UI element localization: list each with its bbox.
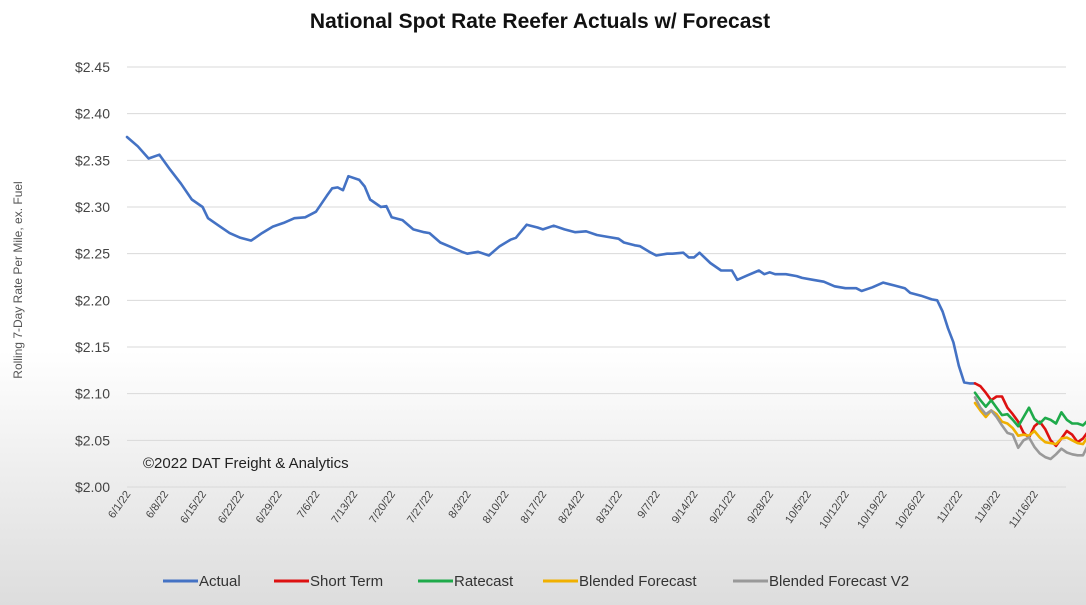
y-tick-labels: $2.00 $2.05 $2.10 $2.15 $2.20 $2.25 $2.30 $2.35… [75, 59, 110, 495]
copyright-annotation: ©2022 DAT Freight & Analytics [143, 455, 349, 472]
y-tick-label: $2.20 [75, 292, 110, 308]
x-tick-label: 11/2/22 [935, 489, 965, 525]
x-tick-label: 6/29/22 [254, 489, 285, 526]
x-tick-label: 8/10/22 [481, 489, 512, 526]
x-tick-label: 6/22/22 [216, 489, 247, 526]
x-tick-label: 8/17/22 [518, 489, 549, 526]
legend: Actual Short Term Ratecast Blended Forecast… [163, 573, 909, 590]
y-axis-label: Rolling 7-Day Rate Per Mile, ex. Fuel [11, 181, 25, 378]
series-line-short-term [973, 382, 1086, 448]
y-tick-label: $2.15 [75, 339, 110, 355]
x-tick-label: 9/28/22 [745, 489, 776, 526]
x-tick-label: 10/12/22 [817, 489, 851, 531]
x-tick-label: 7/13/22 [329, 489, 360, 526]
chart-title: National Spot Rate Reefer Actuals w/ For… [310, 10, 770, 33]
y-tick-label: $2.30 [75, 199, 110, 215]
x-tick-label: 6/1/22 [106, 489, 133, 521]
legend-label-blended-forecast: Blended Forecast [579, 573, 697, 590]
series-lines [125, 135, 1086, 461]
series-line-blended-forecast [973, 401, 1086, 446]
legend-label-ratecast: Ratecast [454, 573, 514, 590]
x-tick-label: 9/7/22 [635, 489, 662, 521]
x-tick-label: 10/19/22 [855, 489, 889, 531]
legend-label-short-term: Short Term [310, 573, 383, 590]
gridlines [127, 66, 1066, 488]
x-tick-label: 6/8/22 [144, 489, 171, 521]
x-tick-label: 7/27/22 [405, 489, 436, 526]
x-tick-label: 8/3/22 [446, 489, 473, 521]
y-tick-label: $2.45 [75, 59, 110, 75]
x-tick-label: 10/5/22 [783, 489, 814, 526]
series-line-blended-forecast-v2 [973, 396, 1086, 461]
series-line-ratecast [973, 391, 1086, 428]
y-tick-label: $2.40 [75, 106, 110, 122]
x-tick-label: 11/16/22 [1007, 489, 1041, 530]
y-tick-label: $2.05 [75, 432, 110, 448]
y-tick-label: $2.10 [75, 386, 110, 402]
x-tick-label: 11/9/22 [973, 489, 1003, 525]
x-tick-labels: 6/1/22 6/8/22 6/15/22 6/22/22 6/29/22 7/6/22 7… [106, 489, 1041, 531]
x-tick-label: 6/15/22 [178, 489, 209, 526]
y-tick-label: $2.35 [75, 152, 110, 168]
x-tick-label: 9/21/22 [708, 489, 739, 526]
legend-label-blended-forecast-v2: Blended Forecast V2 [769, 573, 909, 590]
x-tick-label: 8/24/22 [556, 489, 587, 526]
y-tick-label: $2.00 [75, 479, 110, 495]
x-tick-label: 7/20/22 [367, 489, 398, 526]
x-tick-label: 10/26/22 [893, 489, 927, 531]
x-tick-label: 7/6/22 [295, 489, 322, 521]
x-tick-label: 8/31/22 [594, 489, 625, 526]
x-tick-label: 9/14/22 [670, 489, 701, 526]
legend-label-actual: Actual [199, 573, 241, 590]
series-line-actual [125, 135, 977, 385]
y-tick-label: $2.25 [75, 246, 110, 262]
